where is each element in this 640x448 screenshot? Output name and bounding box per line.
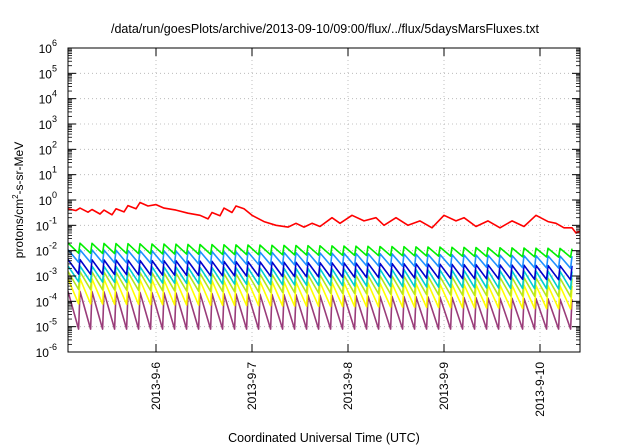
- y-axis-label-suffix: -s-sr-MeV: [12, 142, 26, 195]
- y-tick-label: 103: [39, 114, 57, 132]
- series-line-2: [68, 242, 573, 258]
- y-tick-base: 10: [39, 194, 53, 208]
- y-tick-base: 10: [36, 270, 50, 284]
- y-tick-exponent: -6: [49, 342, 57, 352]
- y-tick-label: 10-1: [36, 215, 57, 233]
- x-axis-label: Coordinated Universal Time (UTC): [228, 431, 420, 445]
- y-tick-base: 10: [36, 346, 50, 360]
- y-tick-base: 10: [39, 42, 53, 56]
- y-tick-exponent: 3: [52, 114, 57, 124]
- y-tick-label: 100: [39, 190, 57, 208]
- y-tick-label: 102: [39, 139, 57, 157]
- y-tick-exponent: -3: [49, 266, 57, 276]
- y-axis-label-unit: protons/cm: [12, 199, 26, 258]
- y-tick-exponent: 0: [52, 190, 57, 200]
- y-axis-label-exponent: 2: [11, 194, 20, 199]
- y-tick-label: 10-5: [36, 317, 57, 335]
- x-tick-label: 2013-9-8: [341, 362, 355, 410]
- x-tick-label: 2013-9-9: [437, 362, 451, 410]
- x-tick-label: 2013-9-7: [245, 362, 259, 410]
- y-tick-base: 10: [36, 295, 50, 309]
- y-tick-label: 10-2: [36, 241, 57, 259]
- y-tick-label: 10-6: [36, 342, 57, 360]
- y-tick-label: 106: [39, 38, 57, 56]
- y-tick-label: 101: [39, 165, 57, 183]
- y-tick-base: 10: [36, 219, 50, 233]
- y-axis: 10-610-510-410-310-210-11001011021031041…: [36, 38, 580, 360]
- y-tick-label: 105: [39, 63, 57, 81]
- y-tick-exponent: 4: [52, 89, 57, 99]
- y-tick-exponent: -4: [49, 291, 57, 301]
- y-tick-base: 10: [39, 93, 53, 107]
- series-line-4: [68, 258, 573, 281]
- chart-title: /data/run/goesPlots/archive/2013-09-10/0…: [111, 22, 540, 36]
- y-axis-label: protons/cm2-s-sr-MeV: [11, 142, 26, 258]
- series-layer: [68, 201, 580, 330]
- y-tick-label: 10-4: [36, 291, 57, 309]
- y-tick-exponent: 2: [52, 139, 57, 149]
- y-tick-exponent: 1: [52, 165, 57, 175]
- y-tick-exponent: -5: [49, 317, 57, 327]
- y-tick-base: 10: [39, 169, 53, 183]
- y-tick-exponent: -2: [49, 241, 57, 251]
- series-line-3: [68, 249, 573, 270]
- y-tick-exponent: 6: [52, 38, 57, 48]
- y-tick-base: 10: [36, 245, 50, 259]
- y-tick-exponent: -1: [49, 215, 57, 225]
- series-line-8: [68, 290, 573, 330]
- y-tick-base: 10: [36, 321, 50, 335]
- x-tick-label: 2013-9-10: [533, 362, 547, 417]
- y-tick-label: 10-3: [36, 266, 57, 284]
- y-tick-base: 10: [39, 143, 53, 157]
- y-tick-exponent: 5: [52, 63, 57, 73]
- x-axis: 2013-9-6 2013-9-7 2013-9-8 2013-9-9 2013-9-1…: [149, 48, 547, 417]
- x-tick-label: 2013-9-6: [149, 362, 163, 410]
- series-line-1: [68, 201, 580, 234]
- y-tick-base: 10: [39, 118, 53, 132]
- y-tick-label: 104: [39, 89, 57, 107]
- y-tick-base: 10: [39, 67, 53, 81]
